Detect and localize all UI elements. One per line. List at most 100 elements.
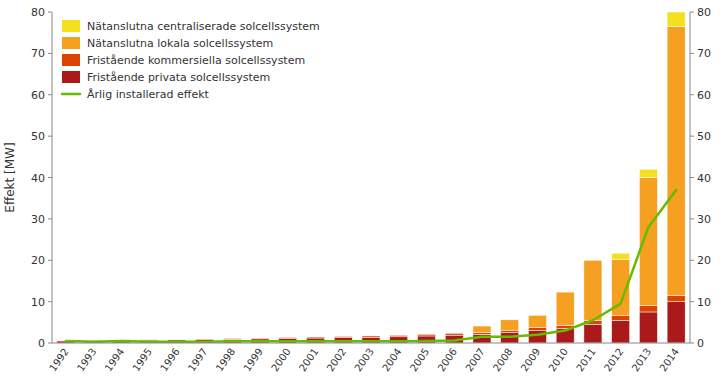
line <box>66 190 676 342</box>
y-tick <box>48 136 52 137</box>
x-tick-label: 2002 <box>325 346 349 373</box>
legend-label: Nätanslutna lokala solcellssystem <box>87 37 273 50</box>
bar-segment <box>307 337 325 338</box>
bar-segment <box>501 320 519 330</box>
y2-tick-label: 50 <box>697 130 711 143</box>
x-tick-label: 1994 <box>103 346 127 373</box>
x-tick-label: 2014 <box>657 346 681 373</box>
bar-segment <box>584 260 602 320</box>
bar-segment <box>473 326 491 332</box>
y2-tick-label: 10 <box>697 296 711 309</box>
y2-tick <box>690 260 694 261</box>
y-tick-label: 10 <box>31 296 45 309</box>
bar-segment <box>362 336 380 337</box>
y2-tick <box>690 218 694 219</box>
bar-segment <box>445 333 463 335</box>
y2-tick <box>690 94 694 95</box>
y-tick-label: 0 <box>38 337 45 350</box>
legend-label: Årlig installerad effekt <box>87 88 210 101</box>
y2-tick-label: 70 <box>697 47 711 60</box>
bar-segment <box>612 253 630 259</box>
y2-tick <box>690 136 694 137</box>
bar-segment <box>584 324 602 343</box>
y-tick <box>48 301 52 302</box>
y2-tick <box>690 177 694 178</box>
y-tick-label: 30 <box>31 213 45 226</box>
bar-segment <box>501 319 519 320</box>
x-tick-label: 1997 <box>186 346 210 373</box>
plot-marks <box>57 12 685 343</box>
bar-segment <box>417 334 435 335</box>
bar-segment <box>639 312 657 343</box>
legend-swatch <box>62 54 80 66</box>
legend-label: Fristående kommersiella solcellssystem <box>87 54 305 67</box>
y2-tick-label: 80 <box>697 6 711 19</box>
bar-segment <box>307 337 325 338</box>
legend-swatch <box>62 93 80 96</box>
legend-swatch <box>62 71 80 83</box>
y2-tick-label: 40 <box>697 172 711 185</box>
x-tick-label: 2004 <box>380 346 404 373</box>
bar-segment <box>196 339 214 341</box>
bar-segment <box>251 338 269 340</box>
bar-segment <box>473 332 491 334</box>
x-tick-label: 2000 <box>269 346 293 373</box>
bar-segment <box>556 292 574 325</box>
bar-segment <box>196 339 214 340</box>
x-tick-label: 2011 <box>574 346 598 373</box>
y-tick <box>48 12 52 13</box>
x-tick-label: 1996 <box>158 346 182 373</box>
y-tick <box>48 94 52 95</box>
bar-segment <box>445 333 463 334</box>
bar-segment <box>667 302 685 343</box>
bar-segment <box>528 331 546 343</box>
bar-segment <box>334 336 352 337</box>
bar-segment <box>223 338 241 339</box>
bar-segment <box>223 338 241 339</box>
y2-tick-label: 30 <box>697 213 711 226</box>
y-tick <box>48 177 52 178</box>
bar-segment <box>417 334 435 335</box>
bar-segment <box>390 335 408 336</box>
bar-segment <box>501 330 519 332</box>
bar-segment <box>279 337 297 338</box>
legend-label: Nätanslutna centraliserade solcellssyste… <box>87 20 320 33</box>
bar-segment <box>612 320 630 343</box>
x-tick-label: 2006 <box>436 346 460 373</box>
y-tick-label: 80 <box>31 6 45 19</box>
bar-segment <box>334 336 352 337</box>
bar-segment <box>445 333 463 334</box>
x-tick-label: 2013 <box>630 346 654 373</box>
x-tick-label: 2001 <box>297 346 321 373</box>
bar-segment <box>196 339 214 340</box>
bar-segment <box>140 339 158 340</box>
x-tick-label: 1995 <box>130 346 154 373</box>
x-tick-label: 2007 <box>463 346 487 373</box>
y-tick-label: 70 <box>31 47 45 60</box>
y2-tick <box>690 53 694 54</box>
bar-segment <box>667 12 685 26</box>
y-tick-label: 50 <box>31 130 45 143</box>
x-tick-label: 2008 <box>491 346 515 373</box>
bar-segment <box>334 336 352 337</box>
x-tick-label: 2003 <box>352 346 376 373</box>
y2-tick-label: 20 <box>697 254 711 267</box>
bar-segment <box>279 337 297 338</box>
bar-segment <box>584 260 602 261</box>
bar-segment <box>362 335 380 336</box>
y-axis-label: Effekt [MW] <box>3 142 17 212</box>
y2-tick <box>690 343 694 344</box>
bar-segment <box>168 339 186 340</box>
bar-segment <box>307 337 325 338</box>
y-tick <box>48 218 52 219</box>
x-axis-line <box>52 343 690 344</box>
y2-tick-label: 0 <box>697 337 704 350</box>
y-tick <box>48 343 52 344</box>
bar-segment <box>528 315 546 316</box>
bar-segment <box>168 339 186 340</box>
legend-swatch <box>62 20 80 32</box>
bar-segment <box>362 335 380 336</box>
x-tick-label: 1993 <box>75 346 99 373</box>
bar-segment <box>140 339 158 340</box>
bar-segment <box>473 326 491 327</box>
